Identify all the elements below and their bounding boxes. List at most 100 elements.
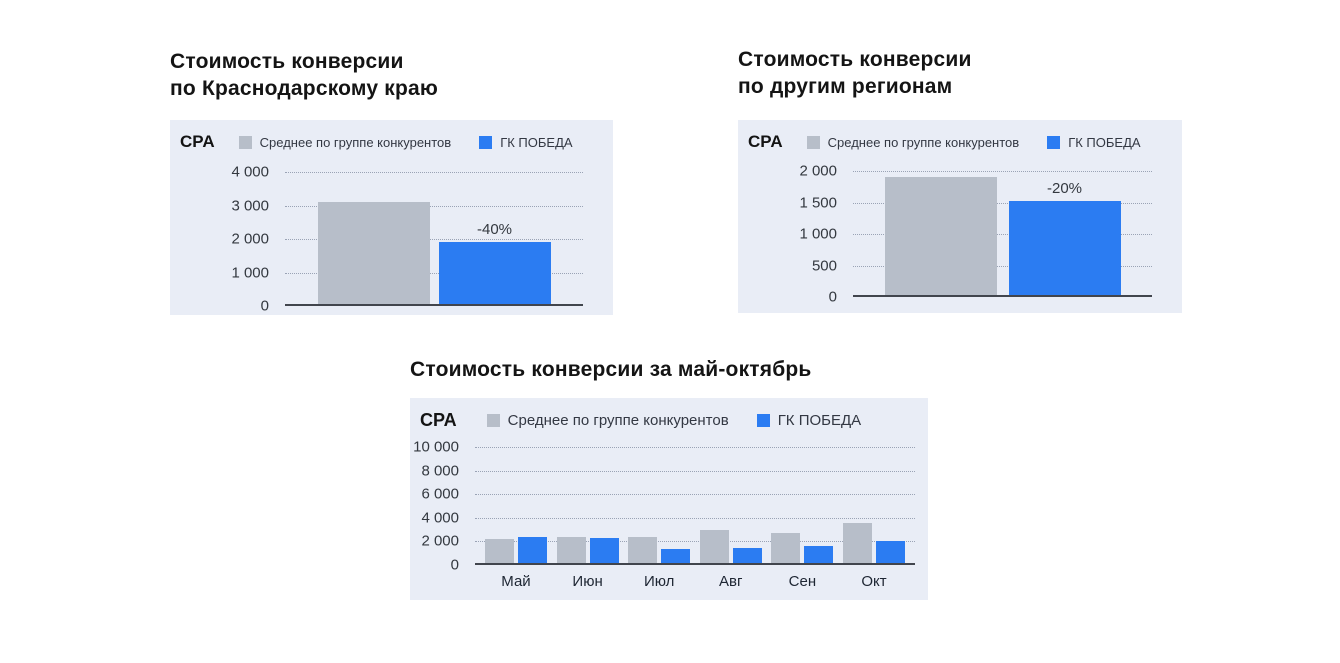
legend-swatch-icon [479,135,493,149]
y-tick-label: 2 000 [231,230,269,248]
legend-swatch-icon [756,414,770,427]
legend-label: ГК ПОБЕДА [500,134,573,150]
bar-pobeda-Сен [804,546,834,565]
bar-group: -20% [884,171,1121,297]
bar-pobeda-Окт [875,540,905,565]
bar-pobeda: -20% [1008,180,1121,297]
y-axis-tick-labels: 4 000 3 000 2 000 1 000 0 [170,164,277,315]
y-tick-label: 0 [450,556,459,574]
bar-group-Окт [842,447,905,565]
chart-title-line: Стоимость конверсии [738,48,972,71]
legend-swatch-icon [1047,135,1061,149]
y-tick-label: 0 [828,288,837,306]
chart-legend: CPA Среднее по группе конкурентов ГК ПОБЕ… [420,410,922,431]
x-axis-label-Авг: Авг [719,573,743,590]
chart-block-other-regions: Стоимость конверсии по другим регионам CP… [738,46,1182,313]
y-tick-label: 1 000 [231,264,269,281]
bar-annotation: -40% [476,221,513,239]
plot-area: -40% [285,172,583,306]
chart-legend: CPA Среднее по группе конкурентов ГК ПОБЕ… [748,132,1176,152]
gridline [475,541,915,543]
gridline [853,234,1152,235]
x-axis-label-Июн: Июн [572,573,603,590]
x-axis-labels: Май Июн Июл Авг Сен Окт [475,573,915,590]
chart-legend: CPA Среднее по группе конкурентов ГК ПОБЕ… [180,132,607,152]
bar-pobeda: -40% [438,221,551,306]
legend-item-competitors: Среднее по группе конкурентов [238,134,452,150]
gridline [285,172,583,173]
gridline [853,202,1152,204]
gridline [475,494,915,496]
bar-group-Авг [699,447,762,565]
gridline [475,447,915,448]
bar-competitors-Июн [556,537,586,565]
bar-group-Сен [771,447,834,565]
y-tick-label: 1 000 [799,225,837,243]
legend-item-competitors: Среднее по группе конкурентов [486,412,729,429]
bar-competitors-Окт [842,523,872,565]
bar-competitors-Авг [699,530,729,565]
chart-block-krasnodar: Стоимость конверсии по Краснодарскому кра… [170,48,613,315]
gridline [853,265,1152,267]
bar-pobeda-Июн [589,537,619,565]
y-tick-label: 500 [811,257,837,274]
bar-competitors-Сен [771,533,801,565]
legend-swatch-icon [238,135,252,149]
gridline [475,470,915,472]
y-tick-label: 6 000 [421,485,459,503]
gridline [475,517,915,519]
x-axis-line [285,304,583,306]
bar-competitors-Июл [628,537,658,565]
y-tick-label: 0 [260,297,269,315]
y-tick-label: 4 000 [421,509,459,527]
legend-item-pobeda: ГК ПОБЕДА [479,134,573,150]
cpa-axis-label: CPA [420,410,457,430]
legend-label: ГК ПОБЕДА [1068,134,1141,150]
bar-group-Май [485,447,547,565]
x-axis-label-Июл: Июл [643,573,675,590]
cpa-axis-label: CPA [748,132,783,151]
bars [475,447,915,565]
legend-label: Среднее по группе конкурентов [507,412,729,429]
bar-competitors-Май [485,539,514,565]
chart-panel: CPA Среднее по группе конкурентов ГК ПОБЕ… [410,398,928,600]
y-tick-label: 2 000 [799,162,837,180]
y-tick-label: 4 000 [231,163,269,181]
legend-item-pobeda: ГК ПОБЕДА [1047,134,1141,150]
bar-group: -40% [317,172,551,306]
y-tick-label: 2 000 [421,532,459,550]
bar-pobeda-Май [518,536,547,565]
y-tick-label: 3 000 [231,197,269,214]
x-axis-label-Окт: Окт [861,573,887,590]
bar-pobeda-Авг [732,547,762,565]
chart-block-may-october: Стоимость конверсии за май-октябрь CPA С… [410,356,928,600]
gridline [285,205,583,207]
bar-group-Июл [628,447,691,565]
chart-title-may-october: Стоимость конверсии за май-октябрь [410,356,928,383]
x-axis-label-Сен: Сен [788,573,817,590]
legend-label: ГК ПОБЕДА [777,412,862,429]
bar-competitors [884,177,997,297]
bar-competitors [317,202,430,306]
bar-annotation: -20% [1046,180,1083,198]
chart-title-other-regions: Стоимость конверсии по другим регионам [738,46,1182,100]
chart-title-line: по другим регионам [738,75,953,98]
y-tick-label: 1 500 [799,194,837,211]
bar-group-Июн [556,447,619,565]
chart-panel: CPA Среднее по группе конкурентов ГК ПОБЕ… [170,120,613,315]
legend-label: Среднее по группе конкурентов [259,134,452,150]
y-axis-tick-labels: 2 000 1 500 1 000 500 0 [738,163,845,306]
gridline [285,239,583,240]
bars: -40% [285,172,583,306]
legend-swatch-icon [806,135,820,149]
chart-title-line: Стоимость конверсии [170,50,404,73]
chart-title-line: по Краснодарскому краю [170,77,439,100]
legend-swatch-icon [486,414,500,427]
bar-pobeda-Июл [661,549,691,565]
chart-title-line: Стоимость конверсии за май-октябрь [410,358,812,381]
legend-item-competitors: Среднее по группе конкурентов [806,135,1019,150]
x-axis-line [853,295,1152,297]
gridline [285,272,583,274]
plot-area: Май Июн Июл Авг Сен Окт [475,447,915,590]
